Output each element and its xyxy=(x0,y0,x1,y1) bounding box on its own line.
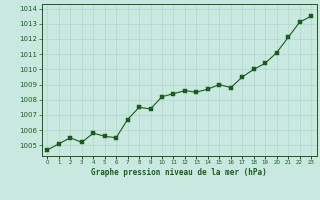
X-axis label: Graphe pression niveau de la mer (hPa): Graphe pression niveau de la mer (hPa) xyxy=(91,168,267,177)
